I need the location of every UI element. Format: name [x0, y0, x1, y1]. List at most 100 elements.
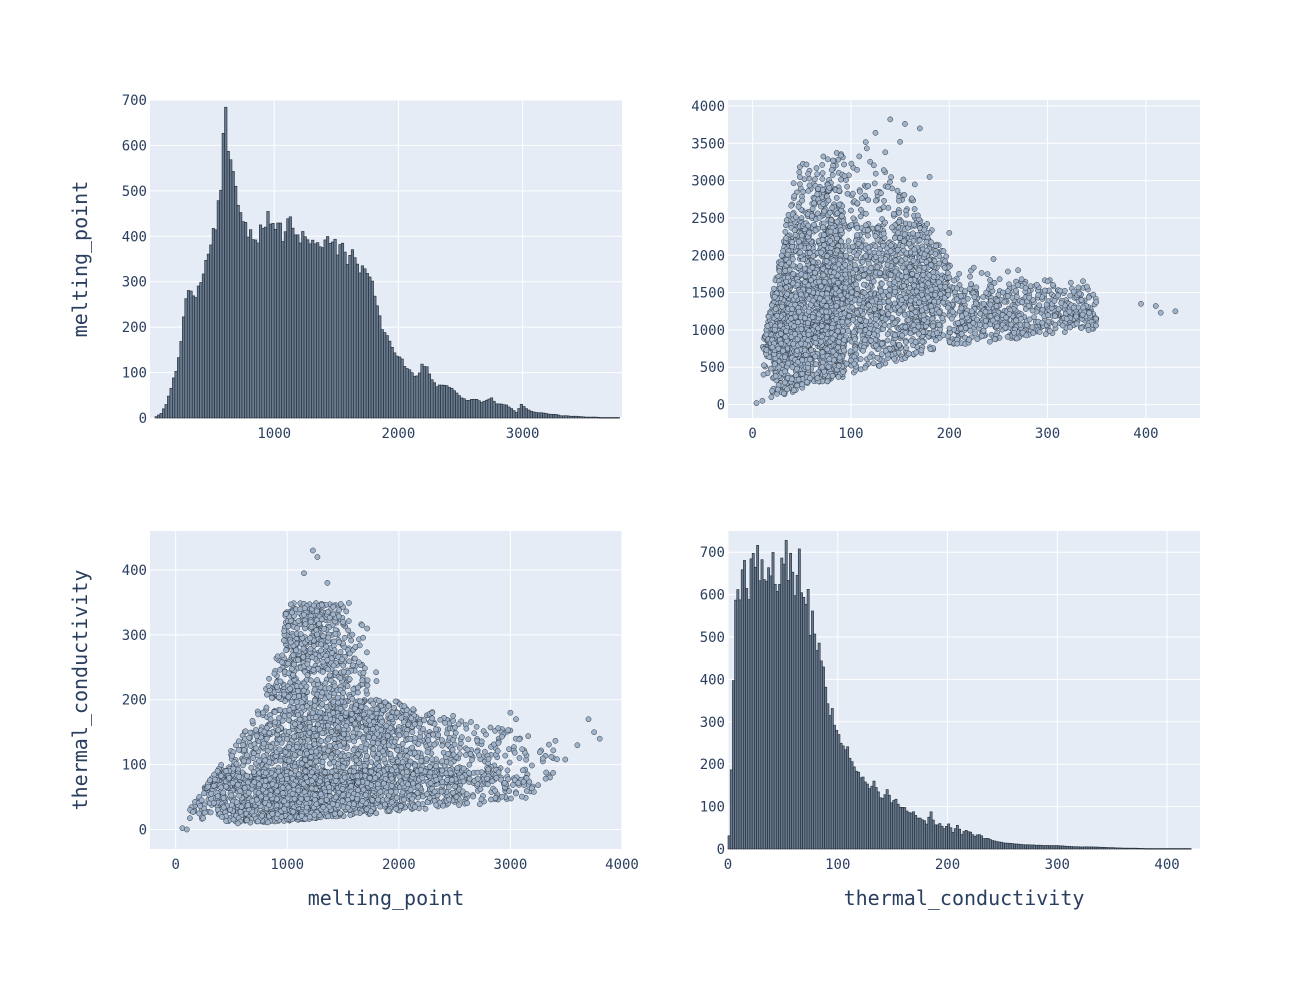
- histogram-bar: [365, 273, 369, 419]
- histogram-bar: [435, 386, 439, 419]
- histogram-bar: [502, 404, 506, 419]
- histogram-bar: [375, 305, 379, 419]
- histogram-bar: [445, 385, 449, 419]
- scatter-point: [876, 303, 883, 310]
- scatter-point: [862, 222, 869, 229]
- histogram-bar: [328, 243, 332, 419]
- histogram-bar: [475, 399, 479, 419]
- x-tick-label: 2000: [382, 426, 416, 442]
- scatter-point: [841, 310, 848, 317]
- scatter-point: [851, 360, 858, 367]
- scatter-point: [932, 291, 938, 298]
- histogram-bar: [507, 406, 511, 419]
- scatter-point: [809, 205, 816, 212]
- scatter-point: [487, 724, 494, 731]
- scatter-point: [1085, 327, 1092, 333]
- histogram-bar: [333, 238, 337, 419]
- scatter-point: [834, 210, 841, 217]
- histogram-bar: [219, 189, 223, 419]
- scatter-point: [1002, 324, 1009, 331]
- scatter-point: [392, 698, 399, 705]
- scatter-point: [879, 340, 885, 347]
- scatter-point: [854, 232, 860, 239]
- scatter-point: [771, 361, 778, 367]
- scatter-point: [865, 232, 871, 239]
- scatter-point: [881, 197, 887, 204]
- scatter-point: [945, 291, 952, 298]
- x-tick-label: 300: [1035, 426, 1060, 442]
- scatter-point: [1000, 289, 1006, 296]
- scatter-point: [785, 360, 792, 367]
- scatter-point: [977, 322, 983, 328]
- histogram-bar: [186, 290, 191, 419]
- histogram-bar: [174, 371, 178, 419]
- scatter-point: [1085, 294, 1092, 301]
- y-tick-label: 0: [139, 411, 147, 427]
- histogram-bar: [216, 200, 220, 419]
- scatter-point: [1027, 283, 1034, 290]
- scatter-point: [874, 327, 881, 334]
- scatter-point: [828, 217, 835, 224]
- scatter-point: [933, 330, 940, 336]
- y-tick-label: 500: [122, 184, 147, 200]
- scatter-point: [863, 210, 869, 217]
- scatter-point: [862, 337, 868, 344]
- scatter-point: [810, 259, 817, 265]
- scatter-point: [875, 250, 882, 257]
- scatter-point: [1026, 294, 1033, 301]
- scatter-point: [854, 166, 860, 173]
- histogram-bar: [509, 408, 513, 419]
- scatter-point: [901, 238, 907, 245]
- scatter-point: [1011, 329, 1017, 336]
- scatter-point: [1045, 312, 1051, 319]
- scatter-point: [866, 330, 872, 337]
- histogram-bar: [522, 406, 526, 419]
- histogram-bar: [529, 410, 533, 419]
- histogram-bar: [614, 417, 618, 419]
- x-tick-label: 200: [937, 426, 962, 442]
- scatter-point: [834, 235, 840, 242]
- scatter-point: [966, 336, 972, 343]
- scatter-point: [872, 243, 879, 250]
- scatter-point: [819, 170, 826, 176]
- scatter-point: [1013, 294, 1020, 300]
- scatter-point: [818, 283, 824, 290]
- scatter-point: [841, 347, 847, 354]
- scatter-point: [812, 176, 818, 183]
- histogram-bar: [422, 366, 427, 419]
- scatter-point: [778, 330, 784, 337]
- y-tick-label: 100: [122, 366, 147, 382]
- histogram-bar: [420, 363, 424, 419]
- scatter-point: [1086, 310, 1093, 316]
- scatter-point: [850, 215, 857, 222]
- scatter-point: [916, 299, 922, 306]
- scatter-point: [1033, 281, 1040, 288]
- scatter-point: [899, 332, 906, 339]
- histogram-bar: [283, 231, 287, 419]
- scatter-point: [797, 174, 803, 180]
- scatter-point: [892, 332, 898, 338]
- scatter-point: [936, 279, 942, 286]
- histogram-bar: [492, 400, 496, 419]
- histogram-bar: [383, 332, 387, 419]
- histogram-bar: [455, 392, 459, 419]
- y-tick-label: 3000: [691, 174, 725, 190]
- histogram-bar: [417, 372, 422, 419]
- histogram-bar: [477, 400, 481, 419]
- scatter-point: [892, 257, 899, 264]
- scatter-point: [1084, 283, 1090, 290]
- scatter-point: [826, 356, 833, 362]
- scatter-point: [782, 379, 788, 386]
- histogram-bar: [616, 417, 620, 419]
- scatter-point: [851, 336, 858, 343]
- scatter-point: [816, 214, 823, 221]
- scatter-point: [854, 252, 860, 259]
- scatter-point: [819, 162, 826, 168]
- histogram-bar: [181, 316, 186, 419]
- scatter-point: [1012, 287, 1019, 294]
- scatter-point: [1062, 287, 1068, 294]
- scatter-point: [1073, 320, 1080, 327]
- scatter-point: [964, 295, 971, 302]
- scatter-point: [848, 222, 855, 228]
- scatter-point: [870, 278, 877, 285]
